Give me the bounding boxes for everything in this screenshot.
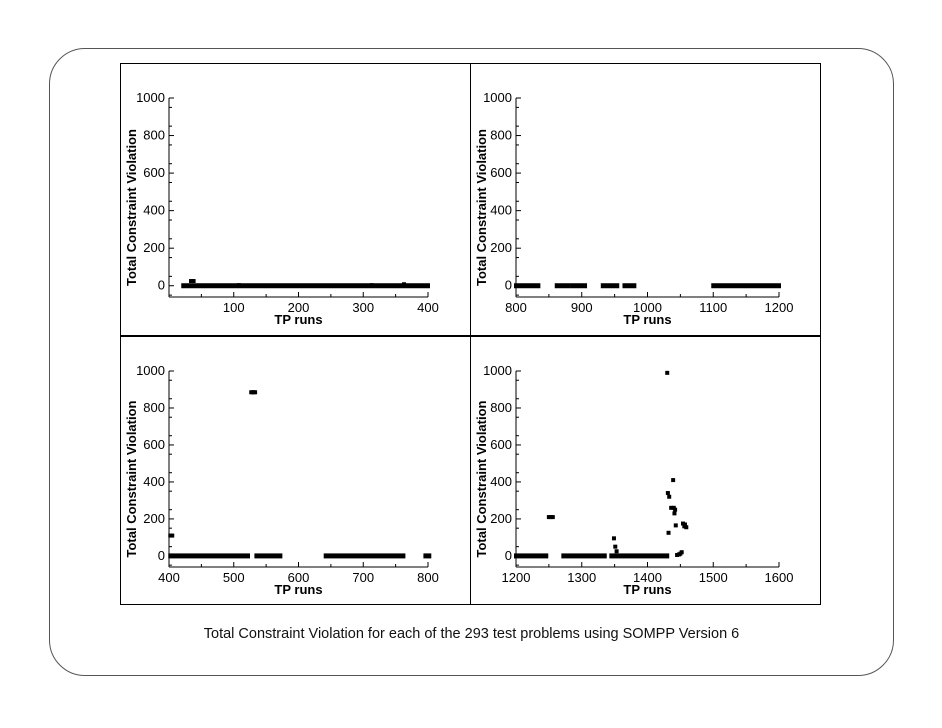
data-point bbox=[191, 279, 196, 284]
x-tick-label: 300 bbox=[352, 300, 374, 315]
y-tick-label: 200 bbox=[490, 240, 512, 255]
x-tick-label: 1300 bbox=[567, 570, 596, 585]
data-point bbox=[170, 533, 175, 538]
y-tick-label: 200 bbox=[143, 240, 165, 255]
data-point bbox=[236, 283, 241, 288]
data-run bbox=[554, 283, 571, 289]
x-tick-label: 700 bbox=[352, 570, 374, 585]
data-point bbox=[669, 505, 674, 510]
y-axis-label: Total Constraint Violation bbox=[474, 400, 489, 557]
data-point bbox=[189, 279, 194, 284]
y-axis-label: Total Constraint Violation bbox=[124, 400, 139, 557]
data-point bbox=[665, 491, 670, 496]
figure-caption: Total Constraint Violation for each of t… bbox=[203, 626, 740, 642]
x-tick-label: 1200 bbox=[765, 300, 794, 315]
data-point bbox=[613, 544, 618, 549]
x-axis-label: TP runs bbox=[274, 582, 322, 597]
y-tick-label: 0 bbox=[158, 278, 165, 293]
x-tick-label: 800 bbox=[505, 300, 527, 315]
data-point bbox=[682, 522, 687, 527]
chart-svg: 0 200 400 600 800 1000 1200 1300 1400 1500 1600 TP … bbox=[474, 363, 794, 597]
y-tick-label: 600 bbox=[490, 437, 512, 452]
x-tick-label: 400 bbox=[417, 300, 439, 315]
y-tick-label: 0 bbox=[505, 278, 512, 293]
data-point bbox=[672, 511, 677, 516]
y-tick-label: 600 bbox=[143, 165, 165, 180]
x-axis-label: TP runs bbox=[274, 312, 322, 327]
data-run bbox=[514, 553, 549, 559]
x-tick-label: 400 bbox=[158, 570, 180, 585]
y-axis-label: Total Constraint Violation bbox=[474, 129, 489, 286]
y-tick-label: 200 bbox=[490, 511, 512, 526]
y-tick-label: 400 bbox=[143, 203, 165, 218]
data-run bbox=[514, 283, 541, 289]
data-point bbox=[667, 494, 672, 499]
x-tick-label: 1100 bbox=[699, 300, 727, 315]
data-point bbox=[665, 370, 670, 375]
data-point bbox=[614, 549, 619, 554]
data-run bbox=[570, 283, 588, 289]
data-run bbox=[168, 553, 250, 559]
chart-panel-bottom-left: 0 200 400 600 800 1000 400 500 600 700 800 TP runs T… bbox=[120, 336, 471, 605]
data-run bbox=[561, 553, 607, 559]
x-axis-label: TP runs bbox=[623, 312, 671, 327]
data-point bbox=[253, 390, 258, 395]
y-tick-label: 0 bbox=[158, 548, 165, 563]
x-tick-label: 100 bbox=[223, 300, 245, 315]
chart-panel-bottom-right: 0 200 400 600 800 1000 1200 1300 1400 1500 1600 TP … bbox=[470, 336, 821, 605]
chart-svg: 0 200 400 600 800 1000 100 200 300 400 TP runs Tota… bbox=[124, 90, 439, 327]
y-tick-label: 600 bbox=[490, 165, 512, 180]
chart-panel-top-left: 0 200 400 600 800 1000 100 200 300 400 TP runs Tota… bbox=[120, 63, 471, 336]
chart-svg: 0 200 400 600 800 1000 800 900 1000 1100 1200 TP ru… bbox=[474, 90, 794, 327]
y-tick-label: 800 bbox=[490, 128, 512, 143]
y-tick-label: 800 bbox=[143, 128, 165, 143]
y-tick-label: 0 bbox=[505, 548, 512, 563]
chart-panel-top-right: 0 200 400 600 800 1000 800 900 1000 1100 1200 TP ru… bbox=[470, 63, 821, 336]
y-tick-label: 400 bbox=[143, 474, 165, 489]
x-tick-label: 600 bbox=[288, 570, 310, 585]
x-tick-label: 900 bbox=[571, 300, 593, 315]
data-run bbox=[622, 283, 637, 289]
data-point bbox=[671, 478, 676, 483]
data-run bbox=[254, 553, 283, 559]
data-run bbox=[181, 283, 430, 289]
data-point bbox=[402, 282, 407, 287]
x-tick-label: 1500 bbox=[699, 570, 728, 585]
y-tick-label: 800 bbox=[490, 400, 512, 415]
data-point bbox=[679, 550, 684, 555]
y-tick-label: 600 bbox=[143, 437, 165, 452]
slide-frame bbox=[49, 48, 894, 676]
y-axis-label: Total Constraint Violation bbox=[124, 129, 139, 286]
data-point bbox=[369, 283, 374, 288]
x-axis-label: TP runs bbox=[623, 582, 671, 597]
chart-svg: 0 200 400 600 800 1000 400 500 600 700 800 TP runs T… bbox=[124, 363, 439, 597]
data-point bbox=[673, 507, 678, 512]
y-tick-label: 800 bbox=[143, 400, 165, 415]
data-run bbox=[423, 553, 432, 559]
data-run bbox=[711, 283, 781, 289]
data-point bbox=[684, 525, 689, 530]
y-tick-label: 1000 bbox=[483, 90, 512, 105]
x-tick-label: 1400 bbox=[633, 570, 662, 585]
data-run bbox=[609, 553, 670, 559]
data-point bbox=[550, 515, 555, 520]
data-point bbox=[666, 530, 671, 535]
y-tick-label: 1000 bbox=[136, 363, 165, 378]
data-run bbox=[323, 553, 406, 559]
y-tick-label: 400 bbox=[490, 474, 512, 489]
y-tick-label: 1000 bbox=[483, 363, 512, 378]
x-tick-label: 500 bbox=[223, 570, 245, 585]
data-point bbox=[673, 523, 678, 528]
y-tick-label: 1000 bbox=[136, 90, 165, 105]
data-point bbox=[611, 536, 616, 541]
x-tick-label: 1200 bbox=[502, 570, 531, 585]
data-run bbox=[600, 283, 620, 289]
x-tick-label: 1600 bbox=[765, 570, 794, 585]
y-tick-label: 400 bbox=[490, 203, 512, 218]
x-tick-label: 1000 bbox=[633, 300, 662, 315]
x-tick-label: 200 bbox=[288, 300, 310, 315]
y-tick-label: 200 bbox=[143, 511, 165, 526]
x-tick-label: 800 bbox=[417, 570, 439, 585]
